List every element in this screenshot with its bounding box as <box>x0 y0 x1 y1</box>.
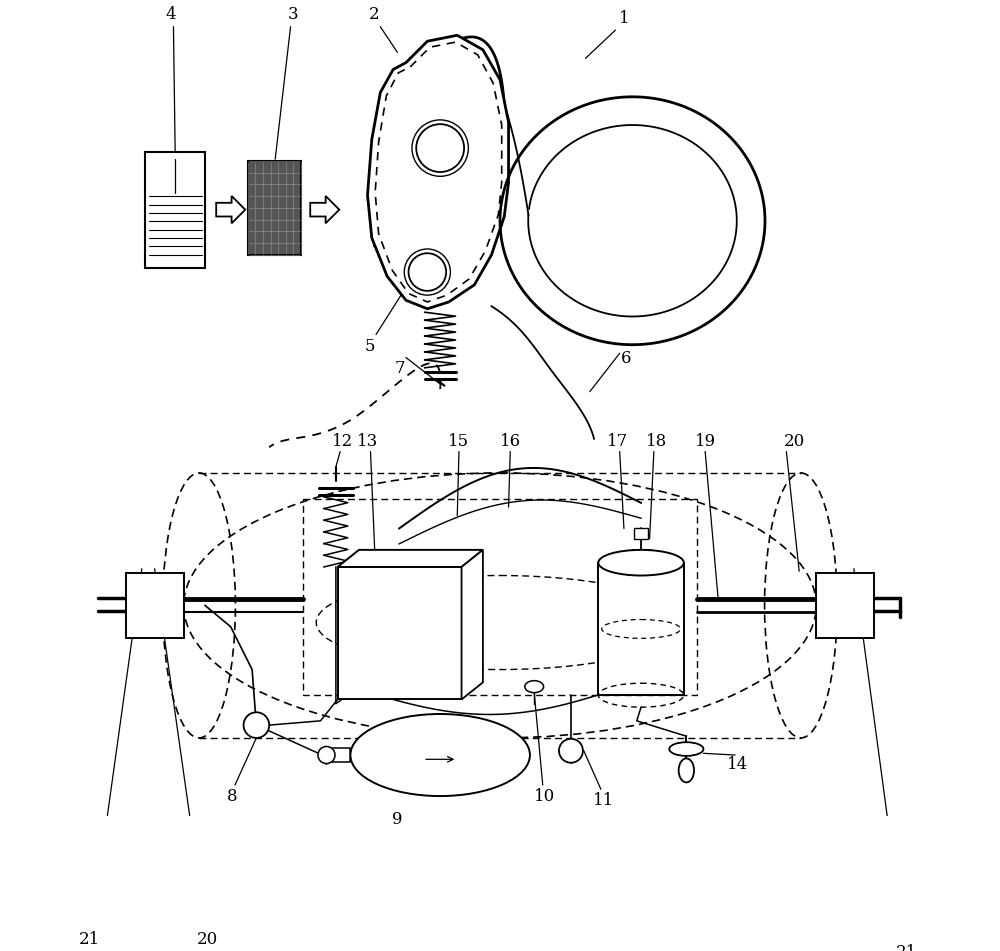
Circle shape <box>412 120 468 176</box>
Text: 11: 11 <box>593 792 614 808</box>
Circle shape <box>318 747 335 764</box>
Text: 3: 3 <box>288 7 298 23</box>
Text: 15: 15 <box>448 433 470 450</box>
Text: 21: 21 <box>896 944 918 951</box>
Circle shape <box>416 125 464 172</box>
Polygon shape <box>338 567 462 700</box>
Text: 14: 14 <box>727 756 748 773</box>
Polygon shape <box>145 152 205 268</box>
Circle shape <box>244 712 269 738</box>
Text: 2: 2 <box>369 7 380 23</box>
Text: 17: 17 <box>606 433 628 450</box>
Polygon shape <box>310 196 339 223</box>
Ellipse shape <box>679 759 694 783</box>
Polygon shape <box>216 196 245 223</box>
Text: 7: 7 <box>395 360 405 378</box>
Text: 6: 6 <box>621 350 632 367</box>
Text: 12: 12 <box>332 433 353 450</box>
Ellipse shape <box>598 550 684 575</box>
Circle shape <box>404 249 450 295</box>
Text: 10: 10 <box>534 787 555 805</box>
Polygon shape <box>816 573 874 638</box>
Text: 1: 1 <box>619 10 629 27</box>
Circle shape <box>409 253 446 291</box>
Polygon shape <box>326 748 350 762</box>
Text: 16: 16 <box>500 433 521 450</box>
Polygon shape <box>634 529 648 539</box>
Polygon shape <box>598 563 684 695</box>
Polygon shape <box>338 550 483 567</box>
Polygon shape <box>462 550 483 700</box>
Ellipse shape <box>350 714 530 796</box>
Polygon shape <box>248 161 301 255</box>
Text: 4: 4 <box>166 7 176 23</box>
Ellipse shape <box>669 742 703 756</box>
Text: 8: 8 <box>227 787 238 805</box>
Circle shape <box>559 739 583 763</box>
Polygon shape <box>368 35 509 309</box>
Text: 5: 5 <box>365 338 375 355</box>
Text: 20: 20 <box>197 931 218 948</box>
Text: 9: 9 <box>392 810 403 827</box>
Polygon shape <box>126 573 184 638</box>
Text: 13: 13 <box>357 433 379 450</box>
Text: 20: 20 <box>784 433 806 450</box>
Text: 19: 19 <box>695 433 716 450</box>
Ellipse shape <box>525 681 544 692</box>
Text: 21: 21 <box>79 931 100 948</box>
Text: 18: 18 <box>646 433 667 450</box>
